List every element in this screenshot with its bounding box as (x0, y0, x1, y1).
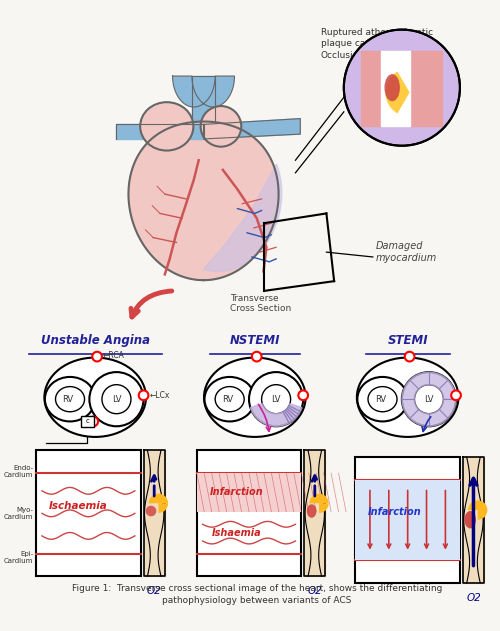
Text: Infarction: Infarction (368, 507, 422, 517)
Polygon shape (361, 51, 380, 126)
Text: O2: O2 (147, 586, 162, 596)
Text: ← LCA: ← LCA (103, 418, 126, 427)
Text: Ischaemia: Ischaemia (48, 500, 108, 510)
Polygon shape (304, 451, 326, 576)
Polygon shape (204, 119, 300, 139)
Ellipse shape (384, 74, 400, 101)
Text: LV: LV (272, 394, 281, 404)
Circle shape (102, 385, 131, 414)
Circle shape (90, 372, 144, 427)
Polygon shape (204, 164, 282, 271)
Wedge shape (386, 71, 409, 114)
Text: Ishaemia: Ishaemia (212, 528, 262, 538)
Polygon shape (128, 122, 278, 280)
Text: RV: RV (222, 394, 234, 404)
Ellipse shape (357, 358, 458, 437)
Bar (356, 457, 460, 583)
FancyBboxPatch shape (81, 416, 94, 427)
Circle shape (262, 385, 290, 414)
Polygon shape (410, 51, 442, 126)
Polygon shape (116, 124, 204, 139)
Ellipse shape (204, 377, 255, 422)
Text: O2: O2 (308, 586, 322, 596)
Text: Unstable Angina: Unstable Angina (40, 334, 150, 347)
Polygon shape (144, 451, 165, 576)
Ellipse shape (204, 358, 306, 437)
Circle shape (402, 372, 456, 427)
Text: LV: LV (424, 394, 434, 404)
Circle shape (451, 391, 461, 400)
Wedge shape (310, 493, 328, 504)
Text: STEMI: STEMI (388, 334, 428, 347)
Circle shape (252, 351, 262, 362)
Ellipse shape (307, 504, 316, 518)
Ellipse shape (44, 358, 146, 437)
Polygon shape (250, 404, 302, 427)
Text: LV: LV (112, 394, 121, 404)
Circle shape (146, 505, 156, 516)
Text: Damaged
myocardium: Damaged myocardium (376, 241, 437, 263)
Wedge shape (149, 493, 168, 504)
Circle shape (88, 416, 98, 427)
Polygon shape (192, 76, 215, 122)
Text: Ventricle: Ventricle (64, 459, 102, 468)
Text: Subendocardial
Infarction: Subendocardial Infarction (222, 384, 292, 404)
Polygon shape (172, 76, 234, 107)
Bar (36, 451, 140, 576)
Wedge shape (319, 504, 328, 513)
Text: Transmural
Infarction: Transmural Infarction (403, 396, 453, 416)
Ellipse shape (464, 511, 476, 528)
Polygon shape (463, 457, 484, 583)
Wedge shape (478, 510, 488, 520)
Text: ←LCx: ←LCx (150, 391, 170, 400)
Text: RV: RV (375, 394, 386, 404)
Ellipse shape (56, 387, 84, 412)
Bar (197, 473, 302, 512)
Bar (356, 480, 460, 560)
Circle shape (344, 30, 460, 146)
Text: O2: O2 (466, 593, 481, 603)
Circle shape (414, 385, 444, 414)
Text: Epi-
Cardium: Epi- Cardium (4, 551, 34, 564)
Polygon shape (380, 51, 410, 126)
Text: Endo-
Cardium: Endo- Cardium (4, 464, 34, 478)
Text: Infarction: Infarction (210, 487, 264, 497)
Ellipse shape (200, 106, 241, 146)
Circle shape (138, 391, 148, 400)
Text: Figure 1:  Transverse cross sectional image of the heart, shows the differentiat: Figure 1: Transverse cross sectional ima… (72, 584, 442, 605)
Circle shape (405, 351, 414, 362)
Text: c: c (86, 418, 89, 425)
Circle shape (249, 372, 303, 427)
Ellipse shape (45, 377, 95, 422)
Ellipse shape (140, 102, 194, 151)
Text: RV: RV (62, 394, 74, 404)
Text: Ruptured atherosclerotic
plaque causing
Occlusion.: Ruptured atherosclerotic plaque causing … (320, 28, 432, 61)
Text: ←RCA: ←RCA (103, 351, 125, 360)
Ellipse shape (368, 387, 397, 412)
Circle shape (298, 391, 308, 400)
Text: Transverse
Cross Section: Transverse Cross Section (230, 294, 291, 313)
Ellipse shape (358, 377, 408, 422)
Text: NSTEMI: NSTEMI (230, 334, 280, 347)
Polygon shape (402, 372, 456, 427)
Text: Myo-
Cardium: Myo- Cardium (4, 507, 34, 520)
Ellipse shape (215, 387, 244, 412)
Wedge shape (158, 504, 168, 513)
Wedge shape (468, 500, 487, 510)
Bar (197, 451, 302, 576)
Circle shape (92, 351, 102, 362)
